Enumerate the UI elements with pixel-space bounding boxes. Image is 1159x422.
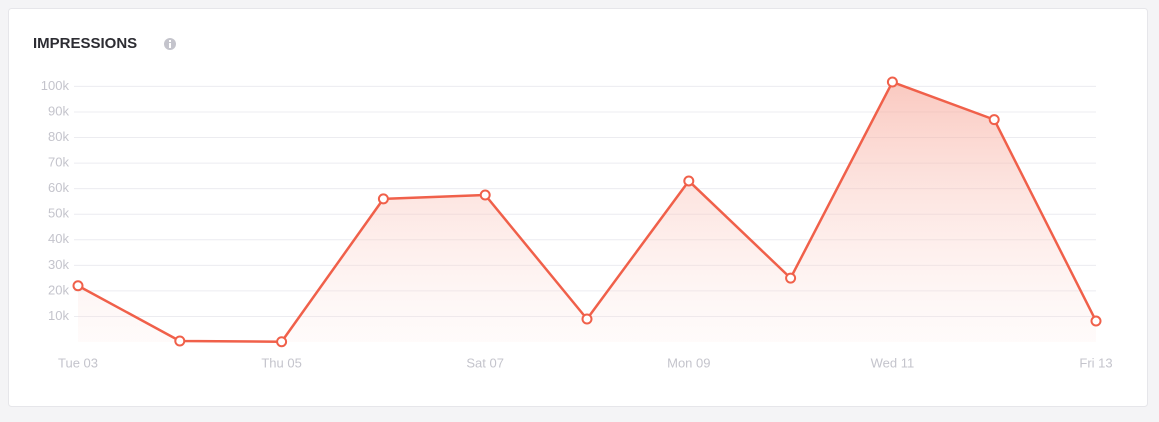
x-tick-label: Tue 03 <box>58 355 98 370</box>
point <box>785 272 797 284</box>
point <box>479 189 491 201</box>
point <box>988 114 1000 126</box>
point <box>886 76 898 88</box>
x-tick-label: Fri 13 <box>1079 355 1112 370</box>
y-tick-label: 10k <box>48 308 69 323</box>
y-tick-label: 90k <box>48 103 69 118</box>
y-tick-label: 30k <box>48 257 69 272</box>
point <box>1090 315 1102 327</box>
point <box>276 336 288 348</box>
chart-title: IMPRESSIONS <box>33 35 137 52</box>
x-tick-label: Mon 09 <box>667 355 710 370</box>
y-tick-label: 100k <box>41 78 70 93</box>
y-tick-label: 60k <box>48 180 69 195</box>
x-tick-label: Wed 11 <box>871 355 915 370</box>
point <box>377 193 389 205</box>
area <box>78 82 1096 342</box>
point <box>174 335 186 347</box>
y-tick-label: 80k <box>48 129 69 144</box>
y-tick-label: 40k <box>48 231 69 246</box>
info-icon[interactable] <box>164 38 176 50</box>
point <box>581 313 593 325</box>
point <box>72 280 84 292</box>
y-tick-label: 50k <box>48 206 69 221</box>
point <box>683 175 695 187</box>
y-tick-label: 70k <box>48 155 69 170</box>
x-tick-label: Thu 05 <box>261 355 301 370</box>
y-tick-label: 20k <box>48 282 69 297</box>
x-tick-label: Sat 07 <box>466 355 504 370</box>
